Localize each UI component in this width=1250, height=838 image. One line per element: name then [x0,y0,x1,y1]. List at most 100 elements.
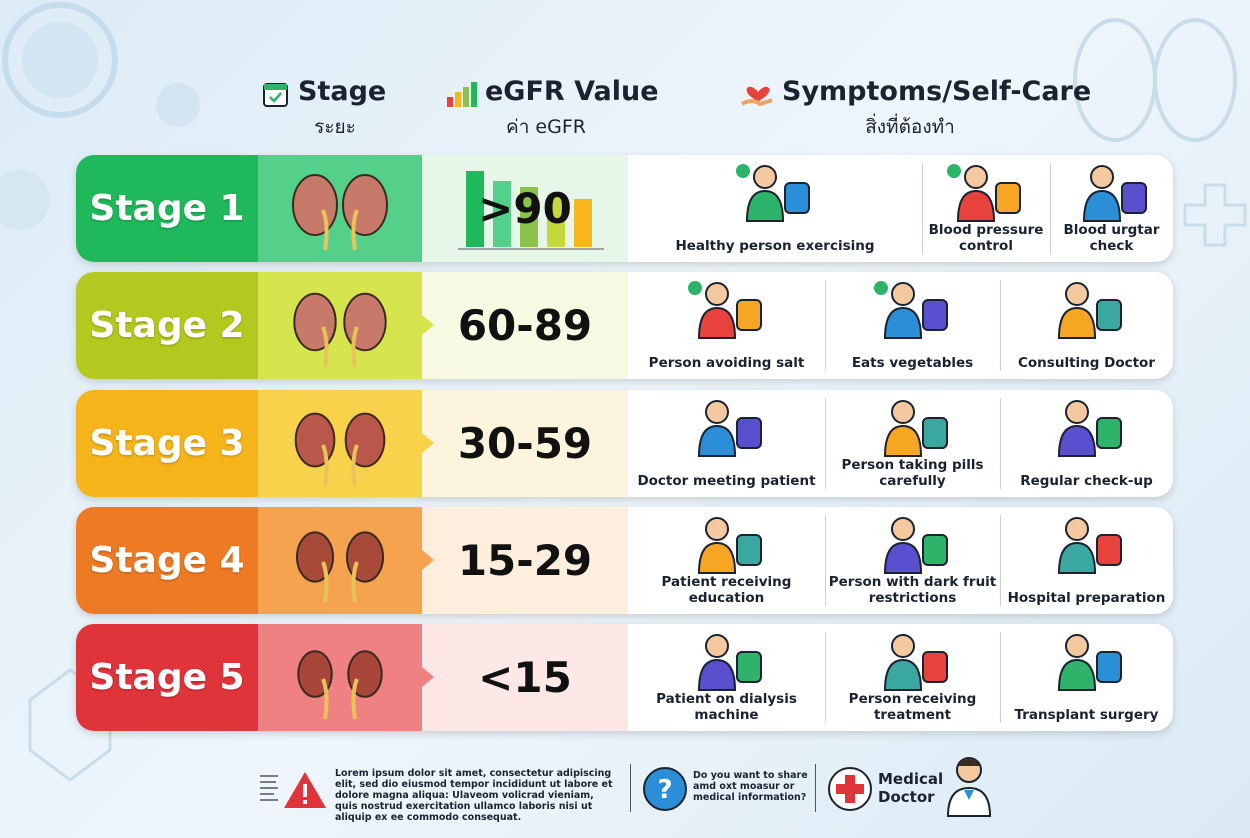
egfr-bar [547,195,565,247]
care-item: Patient on dialysis machine [628,624,825,731]
care-item: Person receiving treatment [825,624,1000,731]
care-icon [1057,282,1122,340]
egfr-bars [458,171,604,250]
care-label: Eats vegetables [851,355,974,372]
icon-head [1064,634,1089,659]
ureter [321,678,329,720]
icon-head [1089,165,1114,189]
icon-head [964,165,988,189]
care-label: Blood urgtar check [1063,222,1160,254]
care-item: Person avoiding salt [628,272,825,379]
icon-head [704,516,729,541]
ureter [321,561,329,603]
stage-row: Stage 5 <15 Patient on dialysis machine Per… [76,624,1173,732]
icon-body [1057,659,1096,692]
icon-head [704,282,729,307]
icon-item [921,416,948,449]
separator [1000,397,1001,489]
stage-row: Stage 4 15-29 Patient receiving education P… [76,506,1173,614]
divider [630,764,631,812]
notch [422,549,434,570]
stage-row: Stage 3 30-59 Doctor meeting patient Person… [76,389,1173,497]
icon-item [921,299,948,332]
care-item: Blood pressure control [922,155,1050,262]
kidney [294,412,336,467]
care-icon [697,516,762,574]
icon-head [890,516,915,541]
ureter [321,209,329,251]
care-label: Person with dark fruit restrictions [828,573,997,606]
icon-head [1064,399,1089,424]
footer: Lorem ipsum dolor sit amet, consectetur … [258,757,1198,823]
care-label: Doctor meeting patient [637,472,816,489]
care-icon [1057,399,1122,457]
kidney-icon [292,174,388,251]
disclaimer: Lorem ipsum dolor sit amet, consectetur … [335,768,613,823]
care-item: Regular check-up [1000,390,1173,497]
icon-item [1095,416,1122,449]
kidney-icon [293,293,387,368]
divider [815,764,816,812]
care-item: Person with dark fruit restrictions [825,507,1000,614]
icon-item [735,299,762,332]
column-title: Symptoms/Self-Care [782,76,1092,107]
column-title: Stage [298,76,387,107]
care-icon [883,634,948,692]
stage-label: Stage 2 [76,272,258,380]
care-item: Doctor meeting patient [628,390,825,497]
care-label: Blood pressure control [928,222,1044,254]
kidney [344,412,386,467]
care-icon [687,281,762,340]
icon-item [1120,182,1147,214]
ureter [321,443,329,485]
check-badge [873,281,888,296]
care-icon [740,86,773,107]
separator [1000,280,1001,372]
care-icon [1057,634,1122,692]
care-item: Patient receiving education [628,507,825,614]
ureter [351,561,359,603]
icon-body [956,189,996,222]
icon-item [1095,533,1122,566]
icon-item [921,651,948,684]
icon-body [697,541,736,574]
ureter [321,326,329,368]
icon-body [1057,541,1096,574]
icon-body [883,307,922,340]
icon-body [697,659,736,692]
care-icon [697,634,762,692]
separator [825,397,826,489]
icon-item [1095,651,1122,684]
ureter [351,326,359,368]
kidney-icon [297,650,383,720]
care-icon [1082,165,1147,222]
kidney [292,174,338,236]
care-icon [697,399,762,457]
kidney [343,293,387,352]
care-label: Person taking pills carefully [841,456,984,489]
icon-item [995,182,1021,214]
egfr-panel: 15-29 [422,506,628,614]
icon-body [697,424,736,457]
icon-body [1057,307,1096,340]
care-item: Person taking pills carefully [825,390,1000,497]
care-icon [736,164,810,222]
kidney-panel [258,155,422,262]
icon-head [890,634,915,659]
care-label: Healthy person exercising [675,238,875,254]
stage-row: Stage 2 60-89 Person avoiding salt Eats veg… [76,272,1173,380]
egfr-panel: <15 [422,624,628,732]
care-item: Blood urgtar check [1050,155,1173,262]
care-icon [947,164,1021,222]
check-badge [736,164,750,178]
care-label: Patient on dialysis machine [656,691,797,724]
calendar-icon [263,83,288,107]
ureter [351,678,359,720]
kidney [293,293,337,352]
icon-item [735,651,762,684]
separator [1000,632,1001,724]
column-subtitle: ระยะ [314,116,356,138]
egfr-panel: 60-89 [422,272,628,380]
care-label: Hospital preparation [1007,589,1166,606]
